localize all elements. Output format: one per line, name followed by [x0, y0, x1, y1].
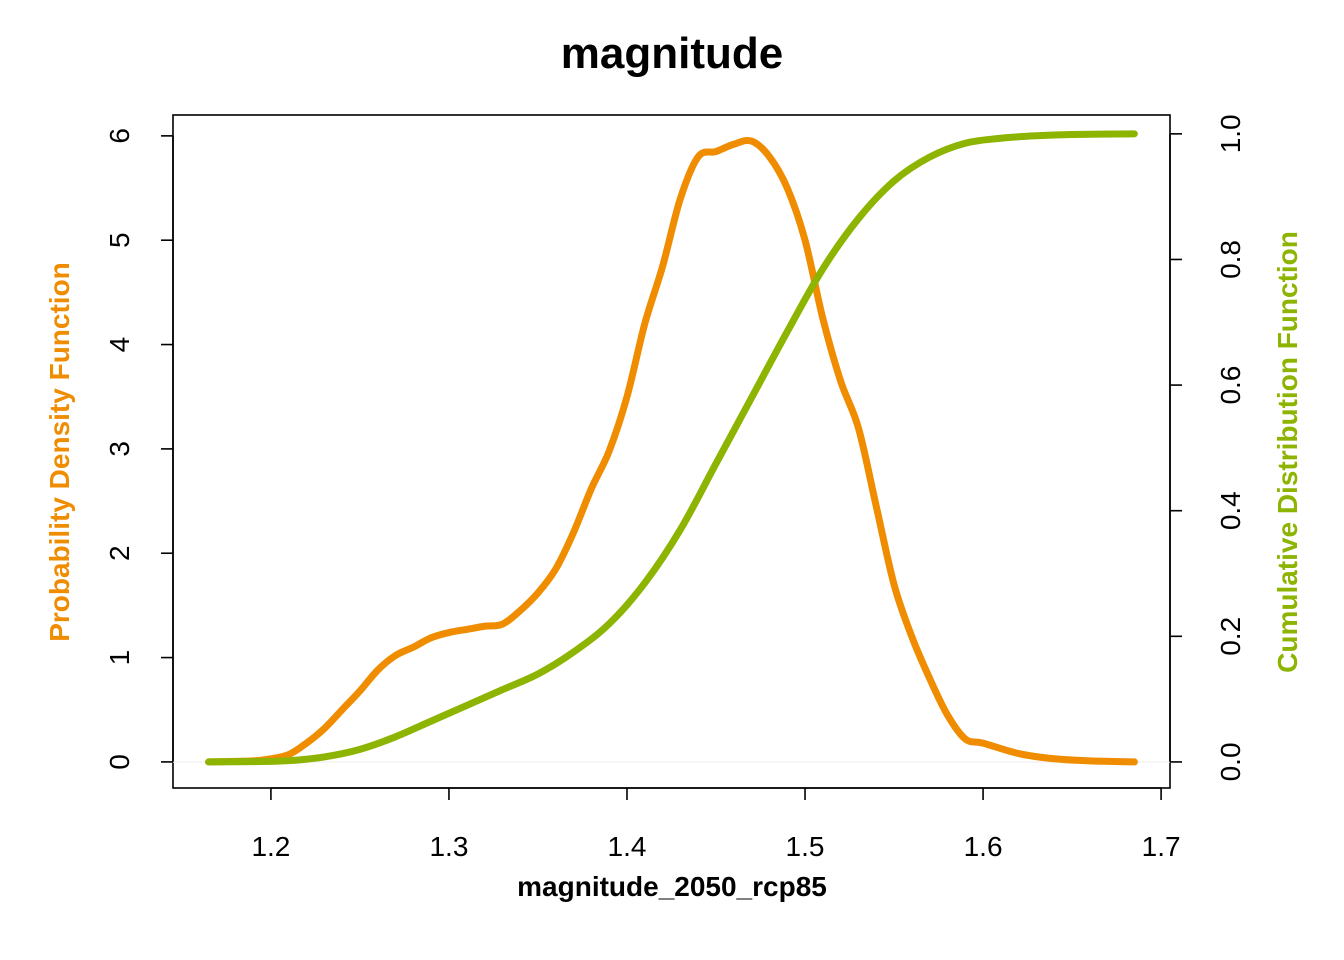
y-right-tick-label: 0.4 [1215, 491, 1246, 530]
y-axis-left: 0 1 2 3 4 5 6 [104, 128, 174, 770]
series-layer [205, 130, 1138, 766]
plot-frame [172, 114, 1171, 789]
y-right-tick-label: 0.0 [1215, 742, 1246, 781]
x-axis-label: magnitude_2050_rcp85 [517, 871, 827, 902]
x-tick-label: 1.6 [964, 831, 1003, 862]
x-tick-label: 1.4 [608, 831, 647, 862]
y-axis-right: 0.0 0.2 0.4 0.6 0.8 1.0 [1169, 114, 1246, 781]
x-axis: 1.2 1.3 1.4 1.5 1.6 1.7 [251, 787, 1181, 862]
x-tick-label: 1.7 [1142, 831, 1181, 862]
y-axis-right-label: Cumulative Distribution Function [1272, 231, 1303, 673]
x-tick-label: 1.5 [786, 831, 825, 862]
y-axis-left-label: Probability Density Function [44, 262, 75, 642]
chart-title: magnitude [561, 29, 783, 78]
x-tick-label: 1.3 [429, 831, 468, 862]
y-right-tick-label: 0.6 [1215, 366, 1246, 405]
y-left-tick-label: 6 [104, 128, 135, 144]
y-left-tick-label: 2 [104, 545, 135, 561]
y-right-tick-label: 1.0 [1215, 114, 1246, 153]
y-right-tick-label: 0.2 [1215, 617, 1246, 656]
y-right-tick-label: 0.8 [1215, 240, 1246, 279]
y-left-tick-label: 1 [104, 650, 135, 666]
y-left-tick-label: 0 [104, 754, 135, 770]
y-left-tick-label: 4 [104, 337, 135, 353]
x-tick-label: 1.2 [251, 831, 290, 862]
pdf-line [205, 136, 1138, 766]
cdf-line [205, 130, 1138, 766]
y-left-tick-label: 5 [104, 232, 135, 248]
y-left-tick-label: 3 [104, 441, 135, 457]
